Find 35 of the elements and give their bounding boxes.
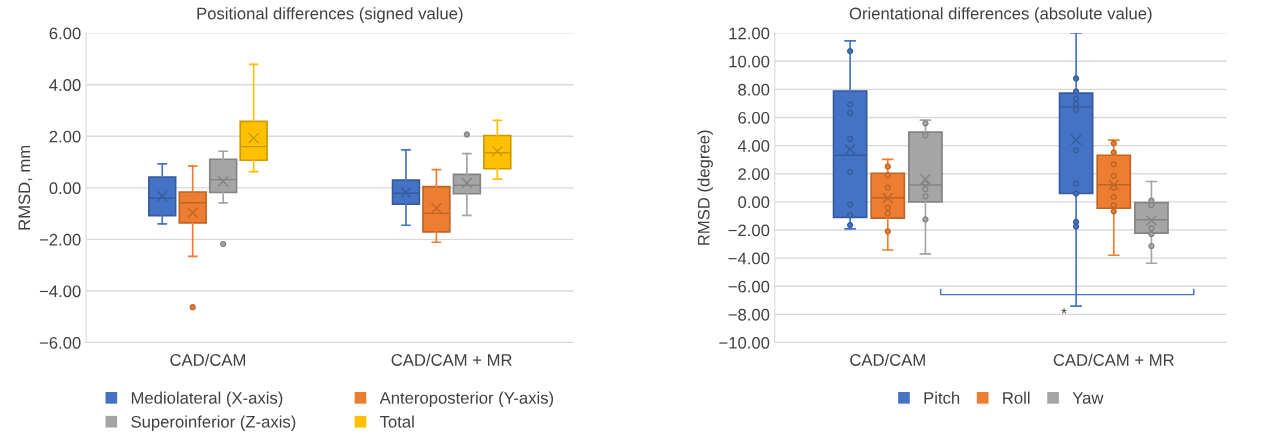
y-tick-label: −8.00: [728, 308, 770, 321]
x-tick-label: CAD/CAM + MR: [391, 353, 512, 366]
legend-label: Total: [380, 415, 414, 428]
annotation: *: [1061, 308, 1067, 314]
legend-label: Superoinferior (Z-axis): [131, 415, 296, 431]
y-tick-label: 6.00: [738, 111, 770, 124]
x-tick-label: CAD/CAM + MR: [1053, 353, 1174, 366]
y-tick-label: 12.00: [729, 27, 770, 40]
chart-title: Positional differences (signed value): [197, 7, 463, 23]
y-tick-label: −2.00: [39, 233, 81, 246]
y-tick-label: −4.00: [728, 252, 770, 265]
chart-title: Orientational differences (absolute value): [849, 7, 1152, 23]
y-axis-title: RMSD (degree): [697, 130, 713, 245]
legend-label: Mediolateral (X-axis): [131, 391, 283, 408]
y-tick-label: 0.00: [49, 182, 81, 195]
y-tick-label: −2.00: [728, 224, 770, 237]
legend-label: Anteroposterior (Y-axis): [379, 391, 554, 408]
y-tick-label: −10.00: [719, 336, 770, 349]
y-tick-label: 2.00: [49, 130, 81, 143]
x-tick-label: CAD/CAM: [170, 353, 245, 366]
y-tick-label: 4.00: [737, 140, 770, 152]
legend-label: Pitch: [924, 391, 960, 404]
y-tick-label: 6.00: [49, 27, 81, 40]
y-tick-label: −6.00: [39, 336, 81, 349]
y-tick-label: 10.00: [729, 55, 770, 68]
y-tick-label: 2.00: [738, 168, 770, 180]
y-tick-label: −6.00: [728, 280, 770, 293]
x-tick-label: CAD/CAM: [850, 353, 925, 366]
legend-label: Yaw: [1072, 392, 1104, 404]
y-tick-label: −4.00: [39, 285, 81, 298]
y-tick-label: 8.00: [738, 83, 770, 96]
y-tick-label: 4.00: [49, 79, 81, 91]
y-tick-label: 0.00: [738, 196, 770, 209]
y-axis-title: RMSD, mm: [18, 145, 33, 230]
legend-label: Roll: [1003, 391, 1030, 404]
